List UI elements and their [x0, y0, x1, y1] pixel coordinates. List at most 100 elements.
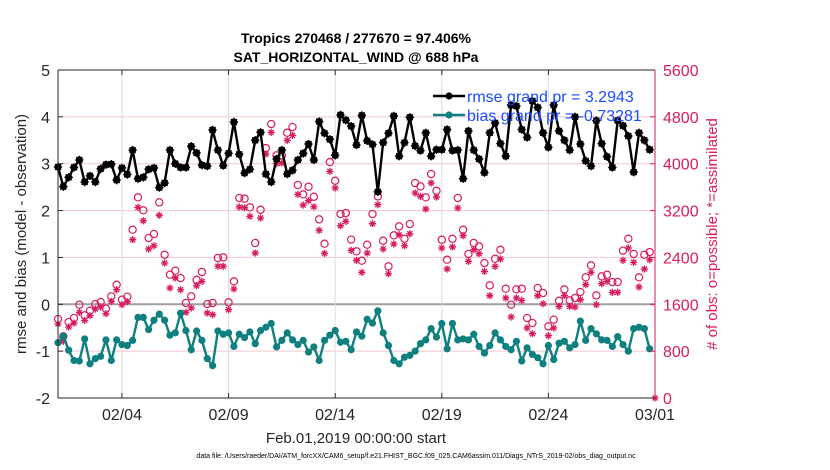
rmse-point-star [597, 139, 606, 148]
possible-obs-marker [224, 298, 233, 307]
possible-obs-marker [645, 247, 654, 257]
bias-point [70, 356, 78, 365]
assimilated-obs-marker [240, 204, 249, 212]
assimilated-obs-marker [544, 332, 552, 340]
rmse-point-star [586, 161, 596, 171]
assimilated-obs-marker [294, 190, 302, 198]
rmse-point-star [107, 159, 116, 169]
y-left-tick-label: 4 [41, 110, 50, 127]
rmse-point-star [128, 145, 137, 155]
rmse-point-star [373, 187, 383, 197]
possible-obs-marker [437, 235, 446, 244]
bias-point [150, 316, 158, 324]
bias-point [86, 360, 94, 368]
possible-obs-marker [75, 300, 84, 309]
x-tick-label: 02/24 [528, 407, 568, 424]
bias-point [81, 335, 89, 343]
rmse-point-star [181, 163, 191, 172]
possible-obs-marker [160, 250, 169, 259]
rmse-point-star [560, 136, 569, 145]
bias-point [480, 349, 489, 357]
assimilated-obs-marker [427, 179, 435, 187]
assimilated-obs-marker [379, 245, 387, 253]
rmse-point-star [378, 138, 388, 147]
rmse-point-star [197, 160, 207, 170]
assimilated-obs-marker [534, 292, 542, 300]
bias-point [107, 356, 115, 365]
rmse-point-star [640, 136, 649, 145]
chart-title-line1: Tropics 270468 / 277670 = 97.406% [241, 30, 472, 46]
y-right-tick-label: 2400 [663, 250, 699, 267]
assimilated-obs-marker [75, 308, 83, 316]
assimilated-obs-marker [454, 204, 462, 212]
rmse-point-star [410, 141, 420, 151]
rmse-point-star [426, 152, 436, 161]
bias-point [598, 336, 606, 344]
legend-bias-label: bias grand pr = -0.73281 [467, 108, 642, 125]
possible-obs-marker [528, 318, 537, 328]
assimilated-obs-marker [208, 311, 217, 319]
bias-point [560, 337, 568, 345]
assimilated-obs-marker [560, 292, 568, 300]
assimilated-obs-marker [129, 236, 137, 244]
bias-point [379, 329, 387, 337]
possible-obs-marker [357, 256, 367, 265]
assimilated-obs-marker [358, 268, 366, 276]
bias-point [113, 336, 121, 344]
bias-point [576, 317, 584, 325]
rmse-point-star [432, 145, 441, 154]
possible-obs-marker [512, 285, 521, 294]
bias-point [267, 319, 275, 328]
bias-point [614, 333, 622, 341]
rmse-point-star [240, 168, 249, 178]
bias-point [587, 325, 595, 333]
bias-point [422, 336, 430, 344]
y-left-tick-label: 0 [41, 297, 50, 314]
y-right-tick-label: 4800 [663, 110, 699, 127]
possible-obs-marker [256, 205, 265, 214]
bias-point [230, 342, 238, 351]
assimilated-obs-marker [592, 301, 600, 309]
possible-obs-marker [149, 229, 159, 239]
y-right-tick-label: 0 [663, 391, 672, 408]
bias-point [283, 329, 291, 337]
bias-point [448, 319, 457, 328]
rmse-point-star [453, 145, 462, 155]
rmse-point-star [442, 125, 452, 134]
possible-obs-marker [501, 284, 510, 293]
obs-count-markers [53, 119, 659, 402]
bias-point [235, 330, 243, 338]
y-axis-label-left: rmse and bias (model - observation) [13, 114, 30, 354]
possible-obs-marker [416, 182, 425, 191]
assimilated-obs-marker [438, 244, 446, 252]
possible-obs-marker [421, 193, 430, 202]
possible-obs-marker [618, 246, 628, 255]
rmse-point-star [608, 163, 617, 172]
rmse-point-star [416, 146, 425, 155]
assimilated-obs-marker [214, 262, 222, 270]
rmse-point-star [165, 145, 175, 155]
bias-point [352, 328, 361, 336]
possible-obs-marker [346, 235, 356, 244]
rmse-point-star [261, 169, 271, 179]
possible-obs-marker [394, 222, 404, 231]
assimilated-obs-marker [176, 286, 185, 294]
possible-obs-marker [133, 193, 143, 202]
bias-point [368, 319, 377, 327]
assimilated-obs-marker [630, 258, 638, 266]
assimilated-obs-marker [107, 297, 115, 305]
rmse-point-star [512, 101, 521, 111]
possible-obs-marker [283, 128, 292, 137]
bias-point [203, 355, 211, 363]
assimilated-obs-marker [635, 283, 643, 291]
bias-point [171, 329, 179, 337]
assimilated-obs-marker [422, 205, 430, 213]
bias-point [262, 323, 270, 331]
possible-obs-marker [314, 215, 324, 224]
possible-obs-marker [453, 193, 462, 203]
possible-obs-marker [325, 157, 335, 167]
bias-point [182, 326, 190, 335]
possible-obs-marker [181, 298, 191, 308]
bias-point [502, 342, 510, 351]
bias-point [571, 340, 579, 349]
